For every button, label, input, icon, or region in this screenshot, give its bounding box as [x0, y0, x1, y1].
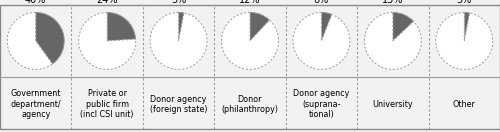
Title: 3%: 3%	[456, 0, 472, 5]
Wedge shape	[364, 12, 422, 69]
Title: 13%: 13%	[382, 0, 404, 5]
Wedge shape	[436, 12, 493, 69]
Wedge shape	[36, 12, 64, 64]
Wedge shape	[464, 12, 469, 41]
Wedge shape	[107, 12, 136, 41]
Text: Private or
public firm
(incl CSI unit): Private or public firm (incl CSI unit)	[80, 89, 134, 119]
Wedge shape	[7, 12, 52, 69]
Title: 40%: 40%	[25, 0, 46, 5]
Title: 3%: 3%	[171, 0, 186, 5]
Text: University: University	[372, 100, 413, 109]
Wedge shape	[150, 12, 207, 69]
Wedge shape	[178, 12, 184, 41]
Text: Other: Other	[453, 100, 475, 109]
Text: Donor agency
(foreign state): Donor agency (foreign state)	[150, 95, 208, 114]
Text: Donor
(philanthropy): Donor (philanthropy)	[222, 95, 278, 114]
Wedge shape	[222, 12, 278, 69]
Title: 6%: 6%	[314, 0, 329, 5]
Wedge shape	[322, 12, 332, 41]
Wedge shape	[250, 12, 270, 41]
Text: Donor agency
(suprana-
tional): Donor agency (suprana- tional)	[293, 89, 350, 119]
Wedge shape	[393, 12, 413, 41]
Wedge shape	[78, 12, 136, 69]
Text: Government
department/
agency: Government department/ agency	[10, 89, 61, 119]
Wedge shape	[293, 12, 350, 69]
Title: 12%: 12%	[239, 0, 261, 5]
Title: 24%: 24%	[96, 0, 118, 5]
